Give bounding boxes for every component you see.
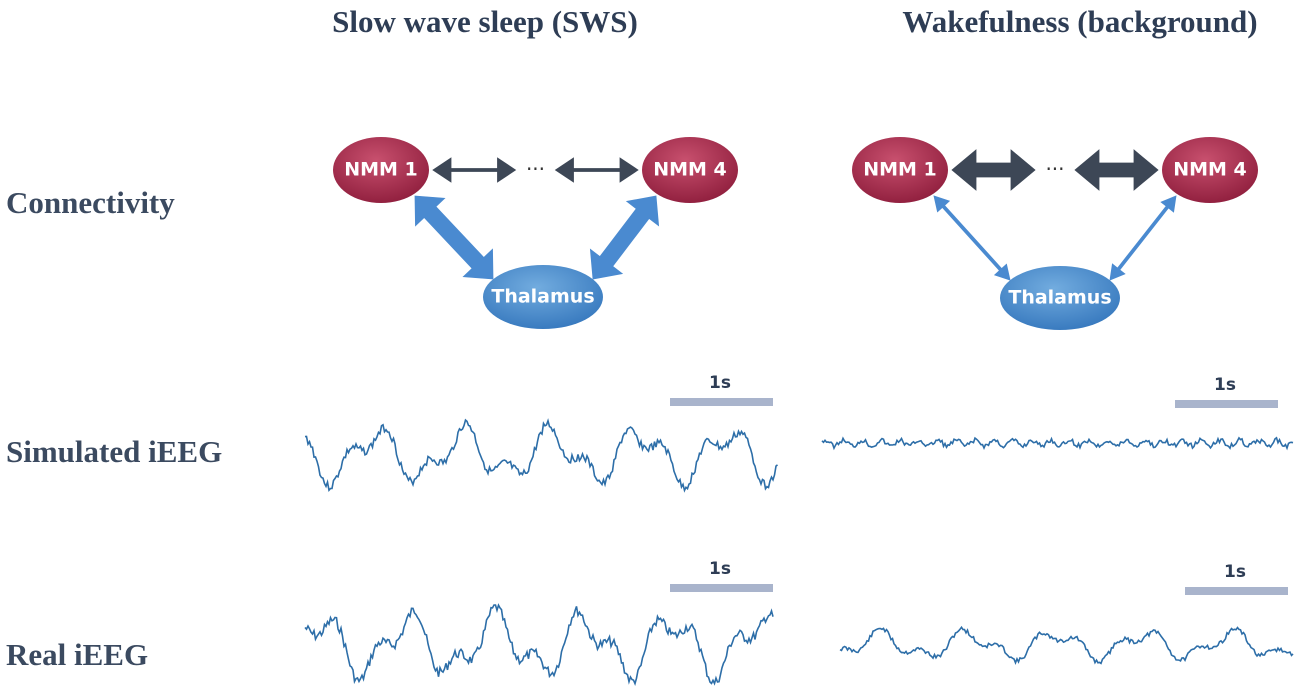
scale-bar bbox=[670, 584, 773, 592]
diagram-layer: ··· NMM 1 NMM 4 Thalamus 1s 1s ··· NMM 1 NMM 4 Th… bbox=[304, 137, 1294, 687]
arrow bbox=[1109, 195, 1177, 281]
node-label: NMM 4 bbox=[1173, 159, 1247, 181]
arrow bbox=[933, 195, 1011, 281]
column-title: Wakefulness (background) bbox=[902, 4, 1257, 39]
eeg-trace bbox=[821, 436, 1294, 451]
arrow bbox=[1074, 149, 1159, 191]
scale-bar-label: 1s bbox=[1214, 375, 1236, 395]
node-label: NMM 1 bbox=[863, 159, 937, 181]
scale-bar-label: 1s bbox=[1224, 562, 1246, 582]
scale-bar bbox=[670, 398, 773, 406]
arrow bbox=[951, 149, 1036, 191]
node bbox=[1162, 137, 1258, 203]
scale-bar-label: 1s bbox=[709, 373, 731, 393]
scale-bar bbox=[1185, 587, 1288, 595]
row-label: Simulated iEEG bbox=[6, 434, 222, 469]
node bbox=[852, 137, 948, 203]
eeg-trace bbox=[304, 603, 774, 687]
node-label: NMM 1 bbox=[344, 159, 418, 181]
node-label: NMM 4 bbox=[653, 159, 727, 181]
eeg-trace bbox=[839, 625, 1294, 666]
eeg-trace bbox=[304, 418, 779, 493]
column-title: Slow wave sleep (SWS) bbox=[332, 4, 638, 39]
node bbox=[483, 265, 603, 329]
arrow bbox=[414, 195, 494, 280]
node bbox=[642, 137, 738, 203]
row-label: Connectivity bbox=[6, 185, 175, 220]
node bbox=[1000, 266, 1120, 330]
node bbox=[333, 137, 429, 203]
scale-bar-label: 1s bbox=[709, 559, 731, 579]
node-label: Thalamus bbox=[491, 286, 594, 308]
arrow bbox=[589, 195, 660, 280]
arrow bbox=[432, 157, 517, 183]
node-label: Thalamus bbox=[1008, 287, 1111, 309]
arrow bbox=[554, 157, 639, 183]
ellipsis: ··· bbox=[1045, 157, 1064, 181]
ellipsis: ··· bbox=[526, 157, 545, 181]
row-label: Real iEEG bbox=[6, 637, 148, 672]
scale-bar bbox=[1175, 400, 1278, 408]
